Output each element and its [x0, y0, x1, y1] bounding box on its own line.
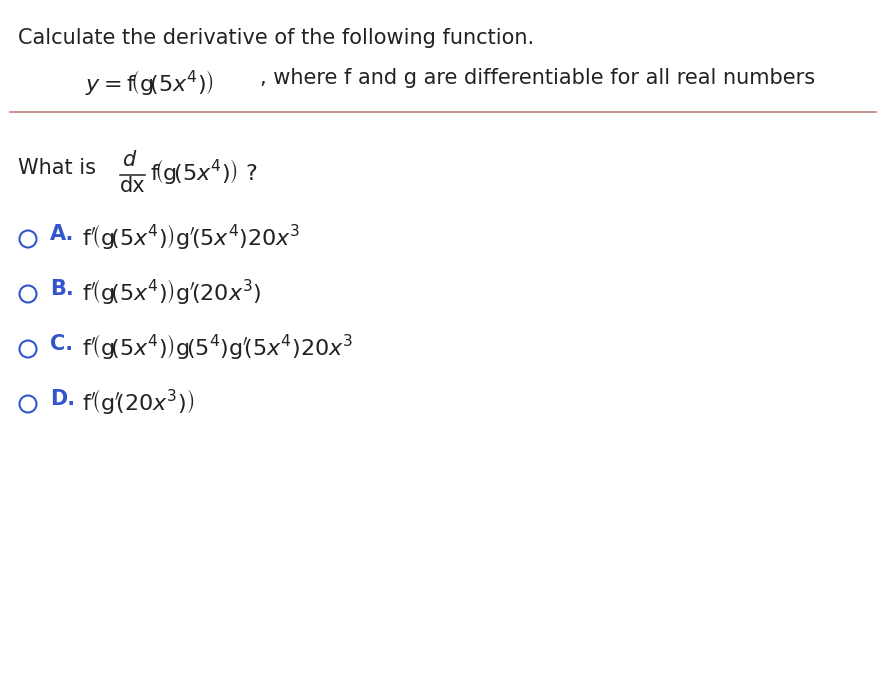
Text: C.: C.: [50, 334, 74, 354]
Text: What is: What is: [18, 158, 96, 178]
Text: $\mathrm{f}\!\left(\mathrm{g}\!\left(5x^4\right)\right)$ $\mathregular{?}$: $\mathrm{f}\!\left(\mathrm{g}\!\left(5x^…: [150, 157, 258, 186]
Text: $\mathrm{f}'\!\left(\mathrm{g}\!\left(5x^4\right)\right)\mathrm{g}'\!\left(20x^3: $\mathrm{f}'\!\left(\mathrm{g}\!\left(5x…: [82, 277, 261, 306]
Text: $y = \mathrm{f}\!\left(\mathrm{g}\!\left(5x^4\right)\right)$: $y = \mathrm{f}\!\left(\mathrm{g}\!\left…: [85, 68, 214, 97]
Text: A.: A.: [50, 224, 74, 244]
Text: $\mathrm{f}'\!\left(\mathrm{g}\!\left(5x^4\right)\right)\mathrm{g}\!\left(5^4\ri: $\mathrm{f}'\!\left(\mathrm{g}\!\left(5x…: [82, 332, 353, 361]
Text: D.: D.: [50, 389, 75, 409]
Text: $\mathrm{f}'\!\left(\mathrm{g}\!\left(5x^4\right)\right)\mathrm{g}'\!\left(5x^4\: $\mathrm{f}'\!\left(\mathrm{g}\!\left(5x…: [82, 222, 300, 251]
Text: B.: B.: [50, 279, 74, 299]
Text: Calculate the derivative of the following function.: Calculate the derivative of the followin…: [18, 28, 534, 48]
Text: , where f and g are differentiable for all real numbers: , where f and g are differentiable for a…: [260, 68, 815, 88]
Text: dx: dx: [120, 176, 145, 196]
Text: $\mathrm{f}'\!\left(\mathrm{g}'\!\left(20x^3\right)\right)$: $\mathrm{f}'\!\left(\mathrm{g}'\!\left(2…: [82, 387, 194, 416]
Text: d: d: [122, 150, 136, 170]
